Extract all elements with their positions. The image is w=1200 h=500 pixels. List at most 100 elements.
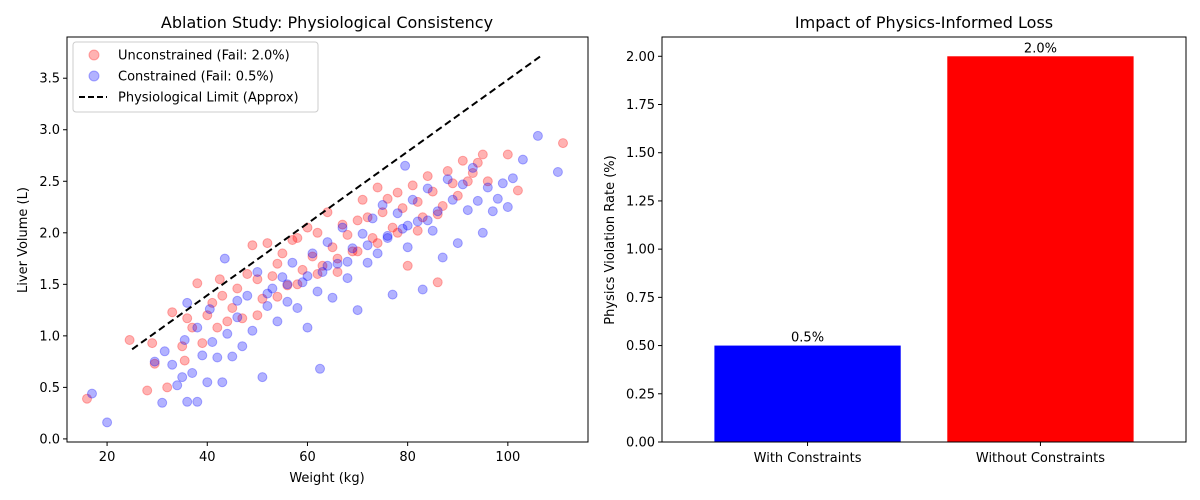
legend-label-unconstrained: Unconstrained (Fail: 2.0%): [118, 49, 290, 64]
constrained-point: [437, 252, 448, 263]
x-tick-label: With Constraints: [754, 451, 862, 466]
unconstrained-point: [167, 307, 178, 318]
bar-data-label: 2.0%: [1024, 41, 1057, 56]
constrained-point: [282, 279, 293, 290]
constrained-point: [352, 305, 363, 316]
constrained-point: [204, 304, 215, 315]
constrained-point: [342, 273, 353, 284]
unconstrained-point: [372, 238, 383, 249]
constrained-point: [167, 359, 178, 370]
unconstrained-point: [197, 338, 208, 349]
scatter-title: Ablation Study: Physiological Consistenc…: [161, 13, 493, 32]
unconstrained-point: [182, 313, 193, 324]
scatter-panel: Ablation Study: Physiological Consistenc…: [16, 13, 589, 486]
constrained-point: [287, 257, 298, 268]
constrained-point: [372, 248, 383, 259]
unconstrained-point: [477, 149, 488, 160]
unconstrained-point: [442, 166, 453, 176]
unconstrained-point: [372, 182, 383, 193]
unconstrained-point: [447, 178, 458, 189]
bar-frame: [661, 36, 1187, 443]
constrained-point: [297, 277, 308, 288]
constrained-point: [212, 352, 223, 363]
unconstrained-point: [367, 233, 378, 243]
unconstrained-point: [342, 229, 353, 240]
unconstrained-point: [222, 316, 233, 327]
constrained-point: [517, 154, 528, 165]
unconstrained-point: [437, 201, 448, 211]
constrained-point: [102, 417, 113, 428]
x-tick-label: 100: [495, 450, 520, 465]
scatter-plot-area: 20 40 60 80 100 0.0 0.5 1.0 1.5 2.0 2.5 3.0 3.5: [39, 53, 568, 465]
unconstrained-point: [417, 212, 428, 223]
y-tick-label: 1.75: [626, 98, 655, 113]
unconstrained-point: [332, 253, 343, 264]
constrained-point: [447, 194, 458, 205]
y-tick-label: 1.50: [626, 146, 655, 161]
constrained-point: [182, 396, 193, 407]
unconstrained-point: [312, 269, 323, 279]
y-tick-label: 3.5: [39, 72, 60, 87]
constrained-point: [367, 213, 378, 224]
unconstrained-point: [432, 277, 443, 288]
unconstrained-point: [207, 297, 218, 308]
unconstrained-point: [352, 246, 363, 257]
constrained-point: [182, 297, 193, 308]
constrained-point: [262, 301, 273, 311]
constrained-point: [312, 286, 323, 297]
unconstrained-point: [187, 322, 198, 333]
constrained-point: [87, 388, 97, 399]
constrained-point: [482, 182, 493, 193]
x-tick-label: 80: [399, 450, 416, 465]
constrained-point: [159, 346, 170, 357]
unconstrained-point: [149, 358, 160, 369]
constrained-point: [292, 303, 303, 313]
y-tick-label: 0.5: [39, 381, 60, 396]
unconstrained-point: [192, 278, 203, 289]
constrained-point: [487, 206, 498, 217]
unconstrained-point: [162, 382, 173, 393]
y-tick-label: 1.00: [626, 243, 655, 258]
unconstrained-point: [124, 335, 135, 345]
unconstrained-point: [82, 393, 92, 404]
scatter-ylabel: Liver Volume (L): [16, 187, 31, 293]
unconstrained-point: [337, 219, 348, 230]
constrained-point: [422, 215, 433, 226]
unconstrained-point: [412, 196, 423, 207]
constrained-point: [302, 322, 313, 333]
bar-ylabel: Physics Violation Rate (%): [603, 155, 618, 324]
legend-marker-unconstrained: [88, 49, 100, 61]
constrained-point: [192, 322, 203, 333]
legend-label-constrained: Constrained (Fail: 0.5%): [118, 70, 274, 85]
constrained-point: [502, 202, 513, 212]
unconstrained-point: [237, 313, 248, 324]
unconstrained-point: [257, 293, 268, 304]
y-tick-label: 0.00: [626, 436, 655, 451]
constrained-point: [442, 174, 453, 185]
unconstrained-point: [457, 155, 468, 166]
y-tick-label: 3.0: [39, 123, 60, 138]
unconstrained-point: [432, 209, 443, 220]
unconstrained-point: [217, 290, 228, 301]
constrained-point: [402, 220, 413, 231]
x-tick-label: 20: [99, 450, 116, 465]
constrained-point: [347, 243, 358, 254]
bar-title: Impact of Physics-Informed Loss: [795, 13, 1053, 32]
unconstrained-point: [392, 187, 403, 198]
constrained-point: [322, 237, 333, 248]
constrained-point: [277, 272, 288, 283]
constrained-point: [422, 183, 433, 194]
constrained-point: [532, 130, 543, 141]
unconstrained-point: [142, 385, 153, 396]
constrained-point: [477, 227, 488, 238]
constrained-point: [282, 296, 293, 307]
unconstrained-point: [558, 138, 568, 149]
legend-box: [72, 41, 319, 113]
constrained-point: [387, 289, 398, 300]
unconstrained-point: [177, 341, 188, 352]
y-tick-label: 2.0: [39, 226, 60, 241]
constrained-point: [202, 377, 213, 388]
unconstrained-point: [452, 190, 463, 201]
constrained-point: [157, 397, 168, 408]
